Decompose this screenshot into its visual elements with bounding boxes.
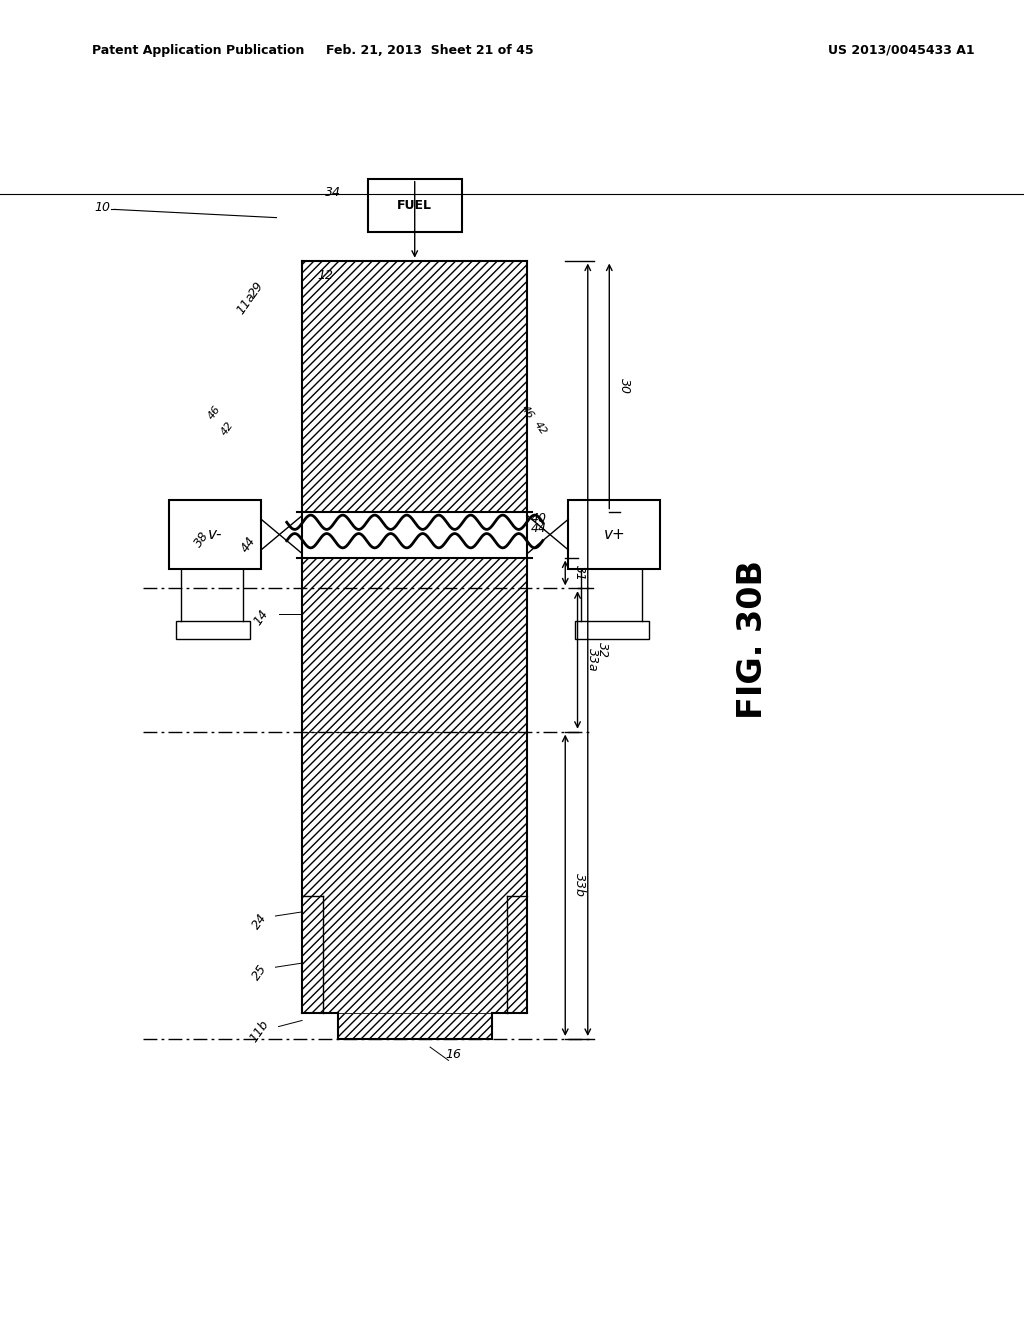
FancyBboxPatch shape (176, 620, 250, 639)
Text: 32: 32 (596, 642, 609, 657)
Text: 46: 46 (519, 404, 536, 421)
Text: 34: 34 (325, 186, 341, 198)
Text: 25: 25 (250, 962, 269, 982)
Text: 33b: 33b (573, 874, 587, 898)
Text: Patent Application Publication: Patent Application Publication (92, 44, 304, 57)
FancyBboxPatch shape (169, 500, 261, 569)
Text: 16: 16 (445, 1048, 462, 1061)
FancyBboxPatch shape (575, 620, 649, 639)
Text: 42: 42 (532, 420, 549, 437)
FancyBboxPatch shape (568, 500, 660, 569)
Text: 14: 14 (252, 607, 271, 627)
Text: 31: 31 (573, 565, 587, 581)
Polygon shape (302, 557, 527, 731)
Text: 29: 29 (247, 279, 266, 300)
Text: US 2013/0045433 A1: US 2013/0045433 A1 (827, 44, 975, 57)
FancyBboxPatch shape (368, 178, 462, 232)
Text: 46: 46 (206, 404, 222, 421)
Text: 11a: 11a (233, 290, 258, 317)
Text: 10: 10 (94, 201, 111, 214)
Text: 44: 44 (239, 535, 258, 554)
Polygon shape (338, 1014, 492, 1039)
Text: v+: v+ (603, 527, 626, 543)
Polygon shape (302, 260, 527, 512)
Text: 38: 38 (193, 529, 212, 549)
Text: FUEL: FUEL (397, 199, 432, 211)
Text: 30: 30 (617, 378, 631, 395)
Text: 42: 42 (219, 420, 236, 437)
Polygon shape (302, 731, 527, 1014)
Text: FIG. 30B: FIG. 30B (736, 560, 769, 719)
Text: 12: 12 (317, 269, 334, 282)
Text: Feb. 21, 2013  Sheet 21 of 45: Feb. 21, 2013 Sheet 21 of 45 (327, 44, 534, 57)
Text: v-: v- (208, 527, 222, 543)
Text: 33a: 33a (586, 648, 599, 672)
Text: 11b: 11b (247, 1018, 271, 1045)
Text: 40: 40 (530, 512, 547, 525)
Text: 44: 44 (530, 523, 547, 536)
Text: 24: 24 (250, 911, 269, 932)
